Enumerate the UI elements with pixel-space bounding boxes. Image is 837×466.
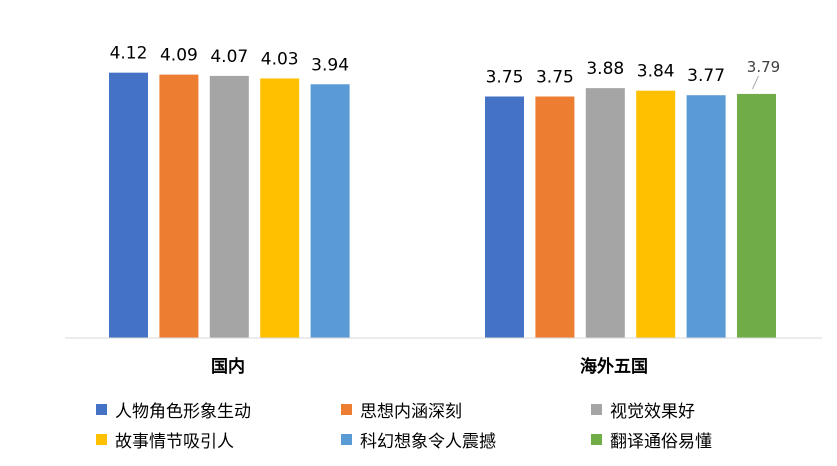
value-label: 4.09 <box>160 46 198 66</box>
legend-item-characters: 人物角色形象生动 <box>96 398 341 422</box>
value-label: 3.94 <box>311 55 349 75</box>
category-label-domestic: 国内 <box>211 356 245 377</box>
bar <box>585 88 625 339</box>
label-leader-line <box>752 75 759 90</box>
legend-item-translation: 翻译通俗易懂 <box>591 428 816 452</box>
value-label: 4.03 <box>261 49 299 69</box>
bar <box>737 93 776 338</box>
bar <box>636 90 676 338</box>
value-labels-layer: 4.12 3.75 4.09 3.75 4.07 3.88 4.03 3.84 3.94 3.77… <box>110 44 780 90</box>
legend-swatch <box>591 403 602 415</box>
legend-item-ideas: 思想内涵深刻 <box>341 398 591 422</box>
value-label: 4.12 <box>110 44 148 64</box>
value-label: 3.77 <box>687 66 725 86</box>
value-label: 3.75 <box>486 68 524 88</box>
bar <box>485 96 524 338</box>
legend-item-scifi: 科幻想象令人震撼 <box>341 428 591 452</box>
legend-swatch <box>96 433 107 445</box>
legend-swatch <box>341 403 352 415</box>
value-label: 3.79 <box>747 58 780 76</box>
legend-swatch <box>591 433 602 445</box>
value-label: 3.75 <box>536 68 574 88</box>
value-label: 3.84 <box>637 62 675 82</box>
bars-layer <box>109 72 776 339</box>
bar <box>686 95 726 338</box>
bar <box>109 72 148 338</box>
legend-swatch <box>96 403 107 415</box>
legend-item-story: 故事情节吸引人 <box>96 428 341 452</box>
value-label: 3.88 <box>586 59 624 79</box>
legend-label: 人物角色形象生动 <box>115 401 251 422</box>
legend-swatch <box>341 433 352 445</box>
legend-label: 视觉效果好 <box>610 401 695 422</box>
legend-item-visual: 视觉效果好 <box>591 398 816 422</box>
bar <box>209 75 249 338</box>
bar <box>535 96 575 338</box>
bar <box>260 78 300 338</box>
bar <box>310 84 350 338</box>
legend-label: 思想内涵深刻 <box>360 401 462 422</box>
legend-label: 科幻想象令人震撼 <box>360 431 496 452</box>
value-label: 4.07 <box>210 47 248 67</box>
bar <box>159 74 199 338</box>
legend: 人物角色形象生动 思想内涵深刻 视觉效果好 故事情节吸引人 科幻想象令人震撼 翻… <box>96 398 816 452</box>
legend-label: 翻译通俗易懂 <box>610 431 712 452</box>
legend-label: 故事情节吸引人 <box>115 431 234 452</box>
category-label-overseas: 海外五国 <box>580 356 648 377</box>
